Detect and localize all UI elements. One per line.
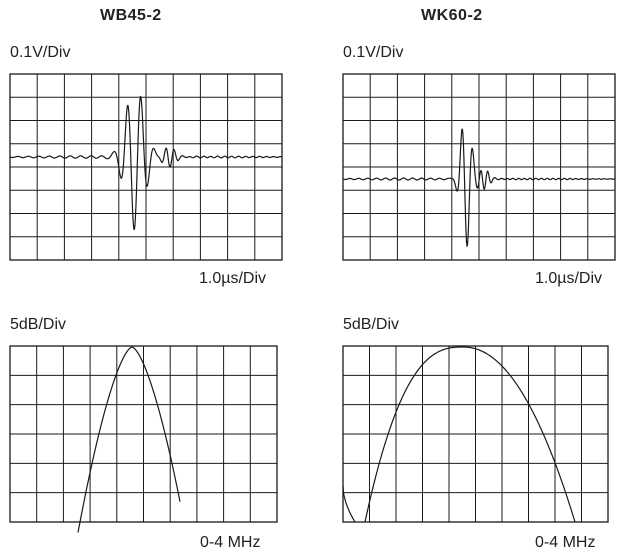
right-transducer-title: WK60-2 — [421, 7, 483, 24]
plot-frame — [9, 345, 278, 523]
right-waveform-plot — [342, 73, 616, 261]
grid-lines — [10, 346, 277, 522]
right-spectrum-plot — [342, 345, 609, 523]
left-waveform-time-scale: 1.0µs/Div — [199, 270, 267, 287]
grid-lines — [10, 74, 282, 260]
right-spectrum-freq-range: 0-4 MHz — [535, 534, 596, 551]
grid-lines — [343, 346, 608, 522]
left-spectrum-freq-range: 0-4 MHz — [200, 534, 261, 551]
right-spectrum-db-scale: 5dB/Div — [343, 316, 400, 333]
left-waveform-plot — [9, 73, 283, 261]
spectrum-curve — [364, 346, 576, 523]
left-spectrum-db-scale: 5dB/Div — [10, 316, 67, 333]
right-waveform-volt-scale: 0.1V/Div — [343, 44, 404, 61]
left-transducer-title: WB45-2 — [100, 7, 162, 24]
right-waveform-time-scale: 1.0µs/Div — [535, 270, 603, 287]
spectrum-low-freq-fragment — [342, 485, 356, 523]
left-waveform-volt-scale: 0.1V/Div — [10, 44, 71, 61]
waveform-trace — [9, 95, 283, 231]
waveform-trace — [342, 128, 616, 247]
spectrum-curve — [77, 346, 181, 533]
plot-frame — [9, 73, 283, 261]
plot-frame — [342, 73, 616, 261]
left-spectrum-plot — [9, 345, 278, 533]
grid-lines — [343, 74, 615, 260]
plot-frame — [342, 345, 609, 523]
